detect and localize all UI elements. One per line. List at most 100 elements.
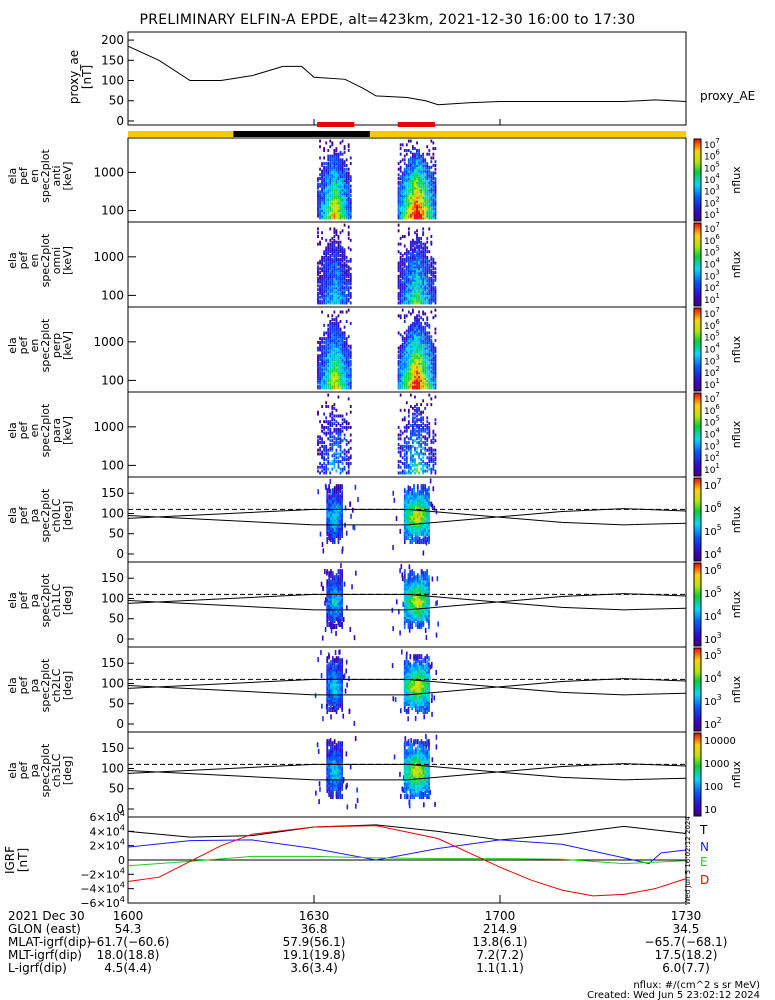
spectrogram-pixel — [432, 350, 435, 354]
spectrogram-pixel — [420, 373, 423, 377]
spectrogram-pixel — [343, 208, 346, 212]
spectrogram-pixel — [405, 534, 408, 540]
spectrogram-pixel — [339, 467, 342, 471]
spectrogram-pixel — [329, 261, 332, 265]
spectrogram-pixel — [339, 291, 342, 295]
spectrogram-pixel — [319, 375, 321, 379]
spectrogram-pixel — [412, 373, 414, 377]
spectrogram-pixel — [426, 338, 429, 342]
spectrogram-pixel — [430, 175, 433, 179]
spectrogram-pixel — [412, 192, 414, 196]
colorbar-segment — [694, 330, 701, 332]
spectrogram-pixel — [412, 240, 414, 244]
spectrogram-pixel — [434, 207, 437, 211]
spectrogram-pixel — [420, 175, 423, 179]
spectrogram-pixel — [349, 199, 352, 203]
spectrogram-pixel — [414, 373, 416, 377]
spectrogram-pixel — [416, 335, 418, 339]
spectrogram-pixel — [399, 199, 402, 203]
spectrogram-pixel — [426, 207, 429, 211]
spectrogram-pixel — [403, 452, 406, 456]
spectrogram-pixel — [399, 165, 402, 169]
spectrogram-pixel — [331, 431, 334, 435]
spectrogram-pixel — [407, 465, 410, 469]
spectrogram-pixel — [403, 193, 406, 197]
colorbar-segment — [694, 465, 701, 467]
spectrogram-pixel — [337, 301, 340, 305]
spectrogram-pixel — [321, 346, 323, 350]
spectrogram-pixel — [345, 422, 348, 426]
spectrogram-pixel — [327, 356, 330, 360]
spectrogram-pixel — [321, 207, 323, 211]
spectrogram-pixel — [412, 375, 414, 379]
spectrogram-pixel — [418, 216, 420, 220]
spectrogram-pixel — [327, 261, 330, 265]
spectrogram-pixel — [430, 257, 433, 261]
spectrogram-pixel — [428, 340, 431, 344]
spectrogram-pixel — [430, 384, 433, 388]
spectrogram-pixel — [399, 255, 402, 259]
spectrogram-pixel — [418, 338, 420, 342]
spectrogram-pixel — [323, 344, 326, 348]
spectrogram-pixel — [321, 173, 323, 177]
spectrogram-pixel — [325, 450, 328, 454]
spectrogram-pixel — [327, 333, 330, 337]
spectrogram-pixel — [337, 242, 340, 246]
spectrogram-pixel — [321, 162, 323, 166]
spectrogram-pixel — [405, 378, 408, 382]
spectrogram-pixel — [430, 369, 433, 373]
spectrogram-pixel — [341, 175, 344, 179]
spectrogram-pixel — [422, 446, 425, 450]
spectrogram-pixel — [405, 458, 408, 462]
spectrogram-pixel — [325, 252, 328, 256]
spectrogram-pixel — [405, 193, 408, 197]
spectrogram-pixel — [409, 190, 412, 194]
spectrogram-pixel — [414, 384, 416, 388]
spectrogram-pixel — [349, 363, 352, 367]
spectrogram-pixel — [409, 471, 412, 475]
spectrogram-pixel — [329, 210, 332, 214]
spectrogram-pixel — [409, 203, 412, 207]
colorbar-segment — [694, 530, 701, 532]
spectrogram-pixel — [399, 382, 402, 386]
colorbar-segment — [694, 179, 701, 181]
spectrogram-pixel — [399, 393, 402, 397]
spectrogram-pixel — [399, 208, 402, 212]
spectrogram-pixel — [321, 439, 323, 443]
spectrogram-pixel — [420, 257, 423, 261]
spectrogram-pixel — [325, 346, 328, 350]
spectrogram-pixel — [416, 193, 418, 197]
spectrogram-pixel — [432, 384, 435, 388]
spectrogram-pixel — [345, 274, 348, 278]
colorbar-segment — [694, 546, 701, 548]
spectrogram-pixel — [322, 586, 324, 592]
spectrogram-pixel — [403, 261, 406, 265]
spectrogram-pixel — [337, 199, 340, 203]
spectrogram-pixel — [319, 274, 321, 278]
spectrogram-pixel — [432, 267, 435, 271]
spectrogram-pixel — [407, 182, 410, 186]
spectrogram-pixel — [414, 175, 416, 179]
spectrogram-pixel — [331, 143, 334, 147]
spectrogram-pixel — [397, 331, 400, 335]
colorbar-tick-label: 102 — [704, 280, 720, 294]
spectrogram-pixel — [428, 382, 431, 386]
spectrogram-pixel — [412, 427, 414, 431]
spectrogram-pixel — [426, 378, 429, 382]
spectrogram-pixel — [323, 265, 326, 269]
spectrogram-pixel — [329, 327, 332, 331]
spectrogram-pixel — [405, 274, 408, 278]
spectrogram-pixel — [343, 178, 346, 182]
spectrogram-pixel — [405, 369, 408, 373]
spectrogram-pixel — [416, 369, 418, 373]
spectrogram-pixel — [343, 333, 346, 337]
spectrogram-pixel — [345, 420, 348, 424]
spectrogram-pixel — [345, 158, 348, 162]
spectrogram-pixel — [418, 337, 420, 341]
spectrogram-pixel — [403, 205, 406, 209]
colorbar-segment — [694, 468, 701, 470]
spectrogram-pixel — [409, 380, 412, 384]
spectrogram-pixel — [430, 380, 433, 384]
spectrogram-pixel — [414, 338, 416, 342]
spectrogram-pixel — [347, 236, 350, 240]
